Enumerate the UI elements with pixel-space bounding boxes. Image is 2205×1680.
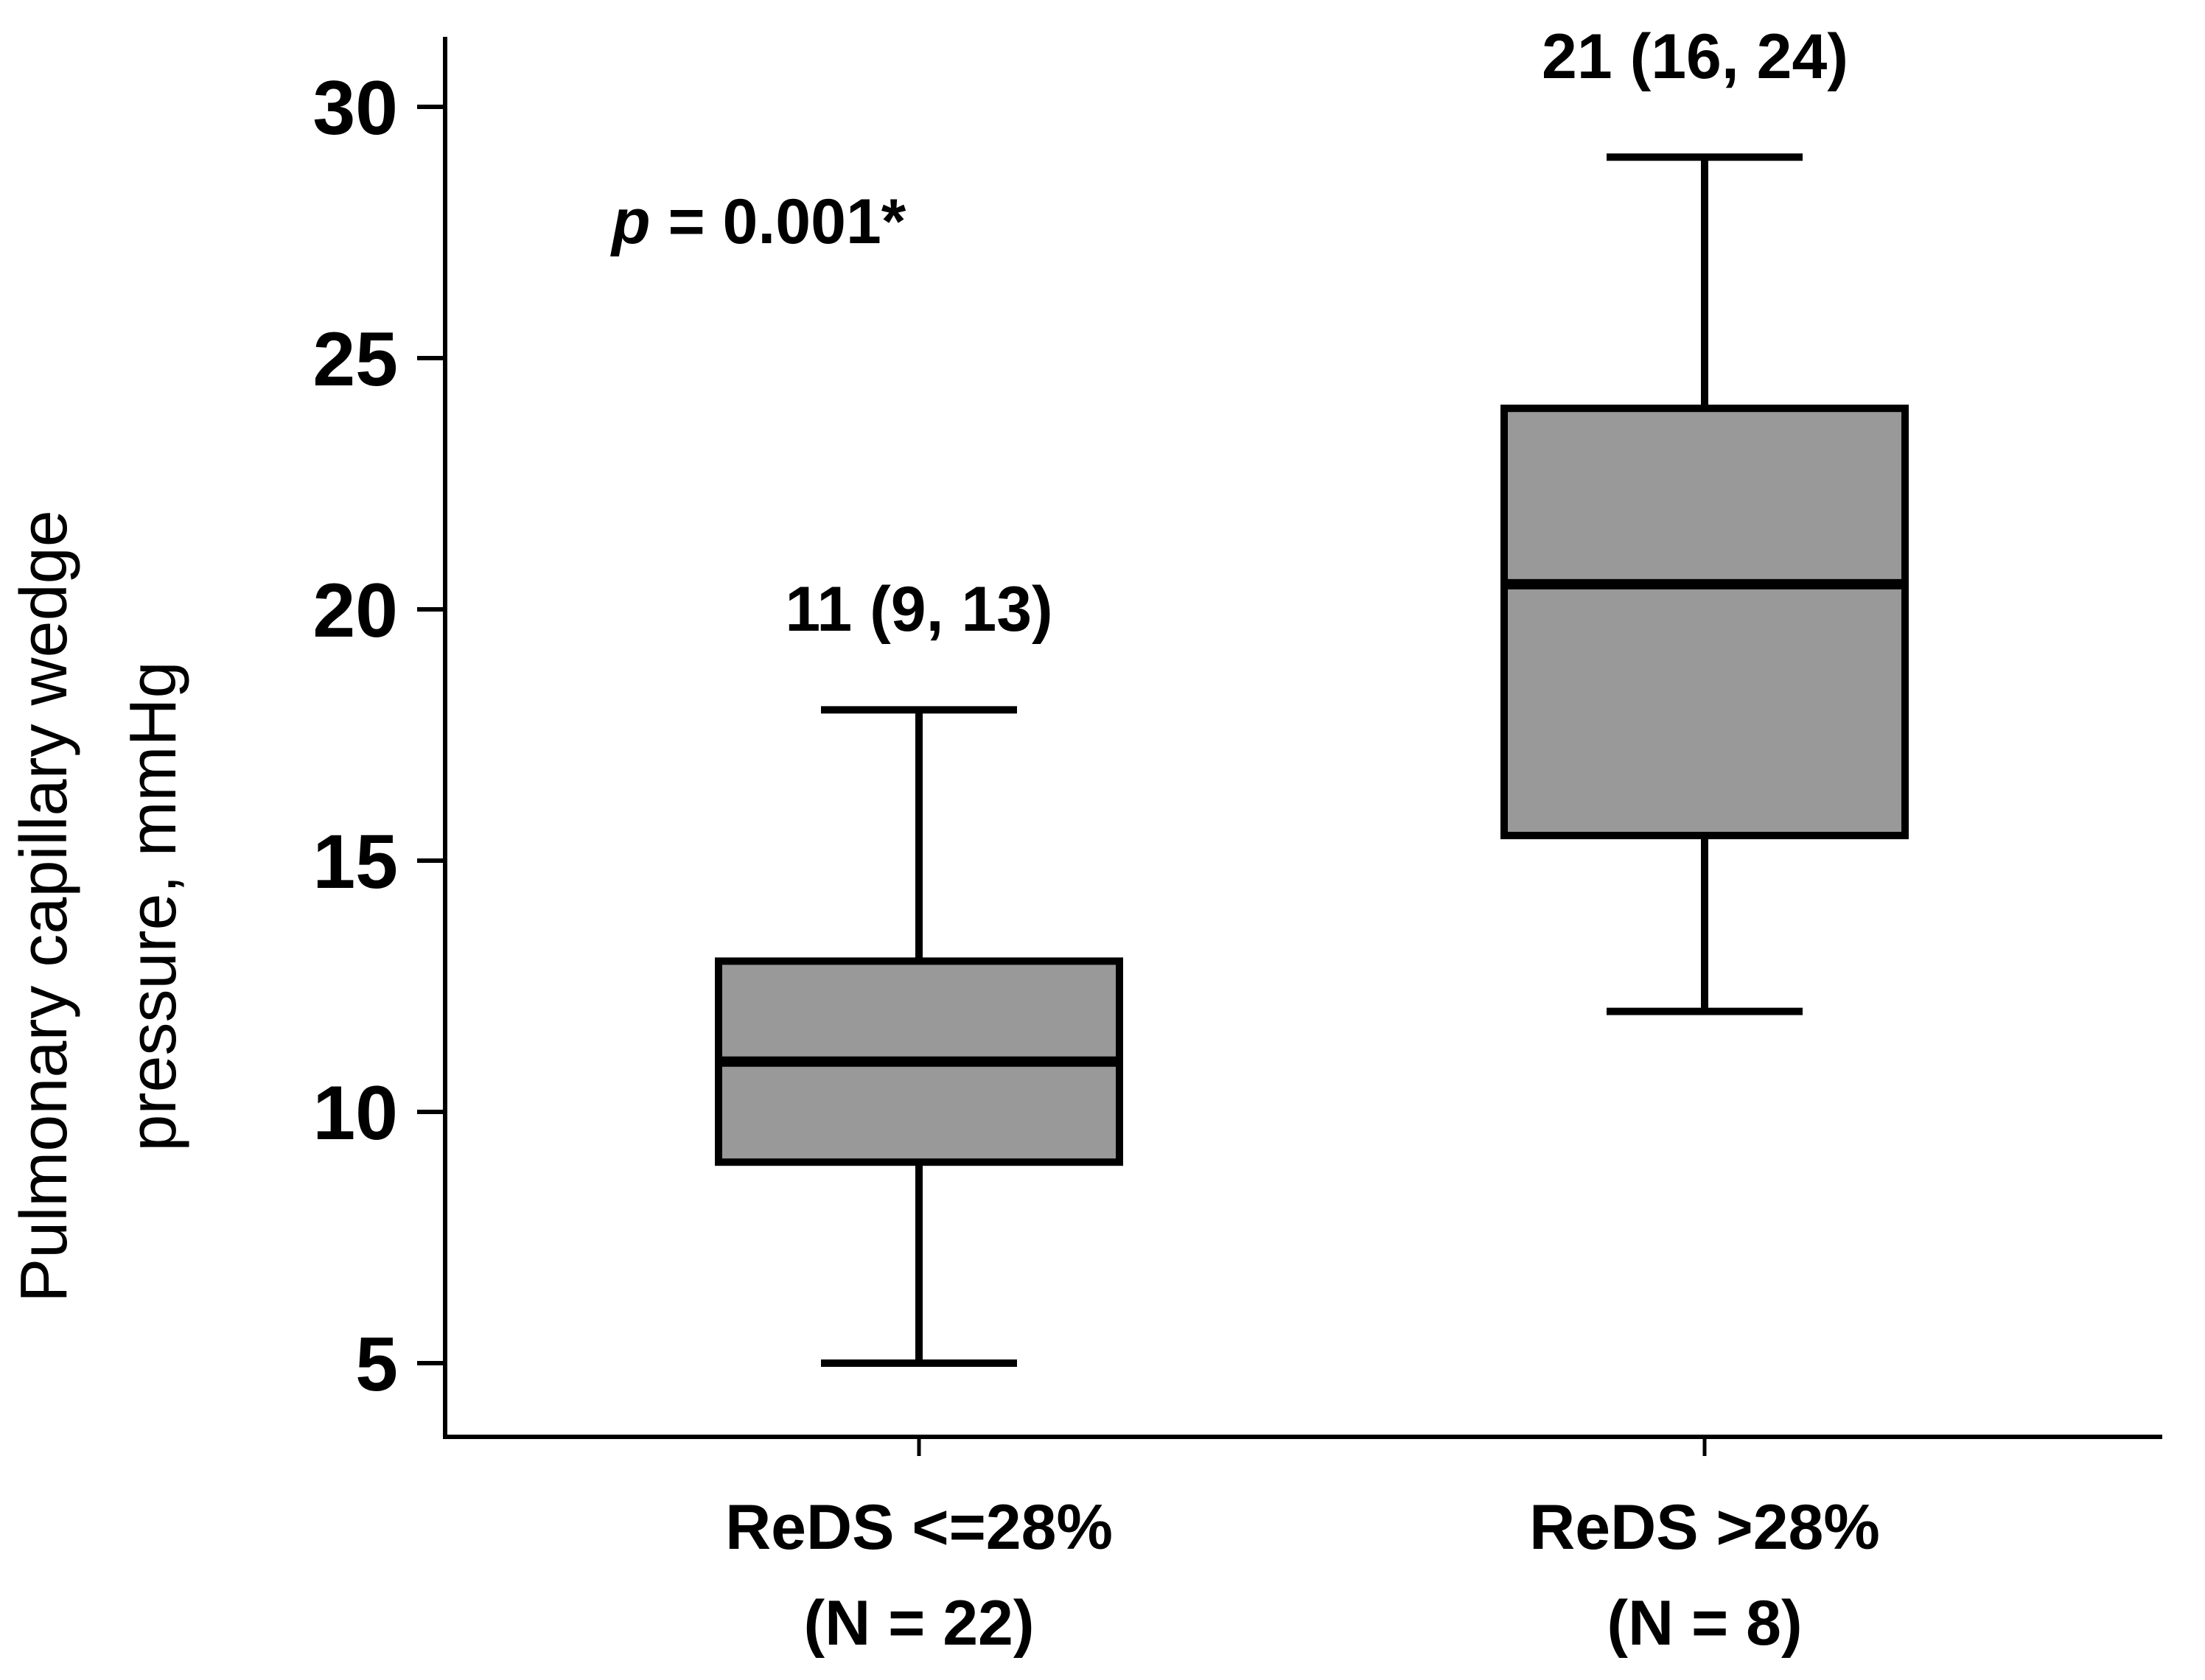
y-tick-label-20: 20 bbox=[312, 568, 398, 654]
box-2-iqr-box bbox=[1500, 405, 1909, 839]
box-1-annotation: 11 (9, 13) bbox=[785, 574, 1052, 645]
p-value-symbol: p bbox=[610, 186, 651, 257]
y-tick-label-10: 10 bbox=[312, 1071, 398, 1156]
p-value-text: = 0.001* bbox=[651, 186, 906, 257]
category-label-2-line-1: ReDS >28% bbox=[1529, 1492, 1880, 1563]
p-value-annotation: p = 0.001* bbox=[610, 186, 906, 257]
category-label-1-line-1: ReDS <=28% bbox=[725, 1492, 1113, 1563]
y-axis-label: Pulmonary capillary wedge pressure, mmHg bbox=[7, 510, 190, 1303]
category-label-1-line-2: (N = 22) bbox=[803, 1588, 1034, 1659]
y-tick-label-5: 5 bbox=[355, 1322, 398, 1407]
box-group-1 bbox=[715, 706, 1123, 1367]
y-tick-label-30: 30 bbox=[312, 66, 398, 151]
y-tick-label-15: 15 bbox=[312, 819, 398, 905]
y-tick-label-25: 25 bbox=[312, 317, 398, 402]
box-2-annotation: 21 (16, 24) bbox=[1542, 21, 1848, 92]
y-axis-label-line-1: Pulmonary capillary wedge bbox=[7, 510, 81, 1303]
x-axis-ticks bbox=[917, 1437, 1707, 1456]
y-axis-ticks: 5 10 15 20 25 30 bbox=[312, 66, 445, 1407]
boxes-layer bbox=[715, 153, 1909, 1367]
box-group-2 bbox=[1500, 153, 1909, 1015]
category-label-2-line-2: (N = 8) bbox=[1607, 1588, 1802, 1659]
y-axis-label-line-2: pressure, mmHg bbox=[116, 661, 190, 1151]
